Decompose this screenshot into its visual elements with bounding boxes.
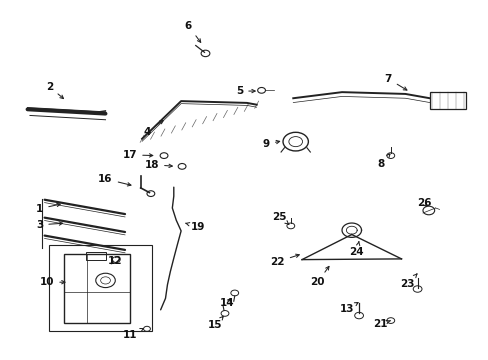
Text: 23: 23	[400, 274, 416, 289]
Text: 17: 17	[122, 150, 152, 160]
Text: 26: 26	[416, 198, 430, 208]
Text: 14: 14	[220, 298, 234, 308]
Text: 6: 6	[184, 21, 200, 42]
Text: 20: 20	[310, 266, 328, 287]
Bar	[429, 92, 466, 109]
Text: 8: 8	[377, 154, 389, 169]
Text: 11: 11	[122, 328, 143, 340]
Text: 18: 18	[144, 159, 172, 170]
Text: 9: 9	[263, 139, 279, 149]
Text: 22: 22	[270, 254, 299, 267]
Text: 12: 12	[108, 256, 122, 266]
Text: 10: 10	[40, 277, 65, 287]
Text: 3: 3	[36, 220, 62, 230]
Text: 21: 21	[372, 319, 389, 329]
Text: 7: 7	[384, 74, 406, 90]
Text: 5: 5	[236, 86, 255, 96]
Text: 4: 4	[143, 121, 163, 136]
Text: 16: 16	[98, 174, 131, 186]
Text: 2: 2	[46, 82, 63, 99]
Bar	[86, 252, 105, 260]
Text: 19: 19	[185, 222, 205, 231]
Text: 25: 25	[272, 212, 288, 224]
Text: 15: 15	[207, 316, 223, 330]
Bar	[64, 253, 130, 323]
Text: 13: 13	[339, 302, 357, 314]
Text: 1: 1	[36, 203, 60, 214]
Bar	[49, 244, 152, 330]
Text: 24: 24	[348, 242, 363, 257]
